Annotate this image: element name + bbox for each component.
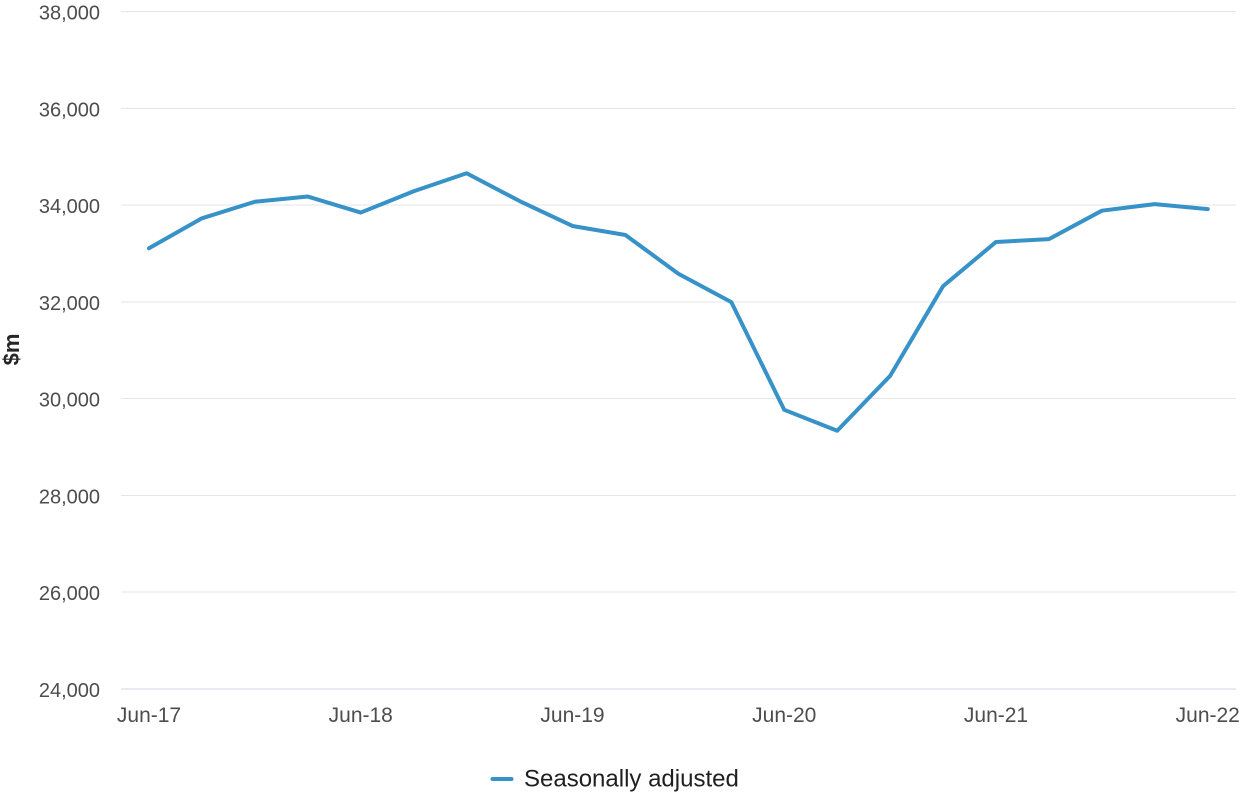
svg-text:34,000: 34,000: [39, 196, 100, 218]
svg-text:26,000: 26,000: [39, 583, 100, 605]
svg-text:Jun-21: Jun-21: [964, 704, 1028, 727]
svg-text:36,000: 36,000: [39, 100, 100, 122]
svg-text:Jun-18: Jun-18: [329, 704, 393, 727]
svg-text:28,000: 28,000: [39, 487, 100, 509]
svg-text:30,000: 30,000: [39, 390, 100, 412]
svg-text:32,000: 32,000: [39, 293, 100, 315]
svg-text:Jun-22: Jun-22: [1176, 704, 1240, 727]
svg-text:$m: $m: [0, 334, 24, 366]
svg-text:Jun-20: Jun-20: [752, 704, 816, 727]
svg-text:Jun-17: Jun-17: [117, 704, 181, 727]
svg-text:24,000: 24,000: [39, 680, 100, 702]
svg-text:38,000: 38,000: [39, 3, 100, 25]
svg-text:Seasonally adjusted: Seasonally adjusted: [524, 766, 739, 793]
svg-text:Jun-19: Jun-19: [540, 704, 604, 727]
